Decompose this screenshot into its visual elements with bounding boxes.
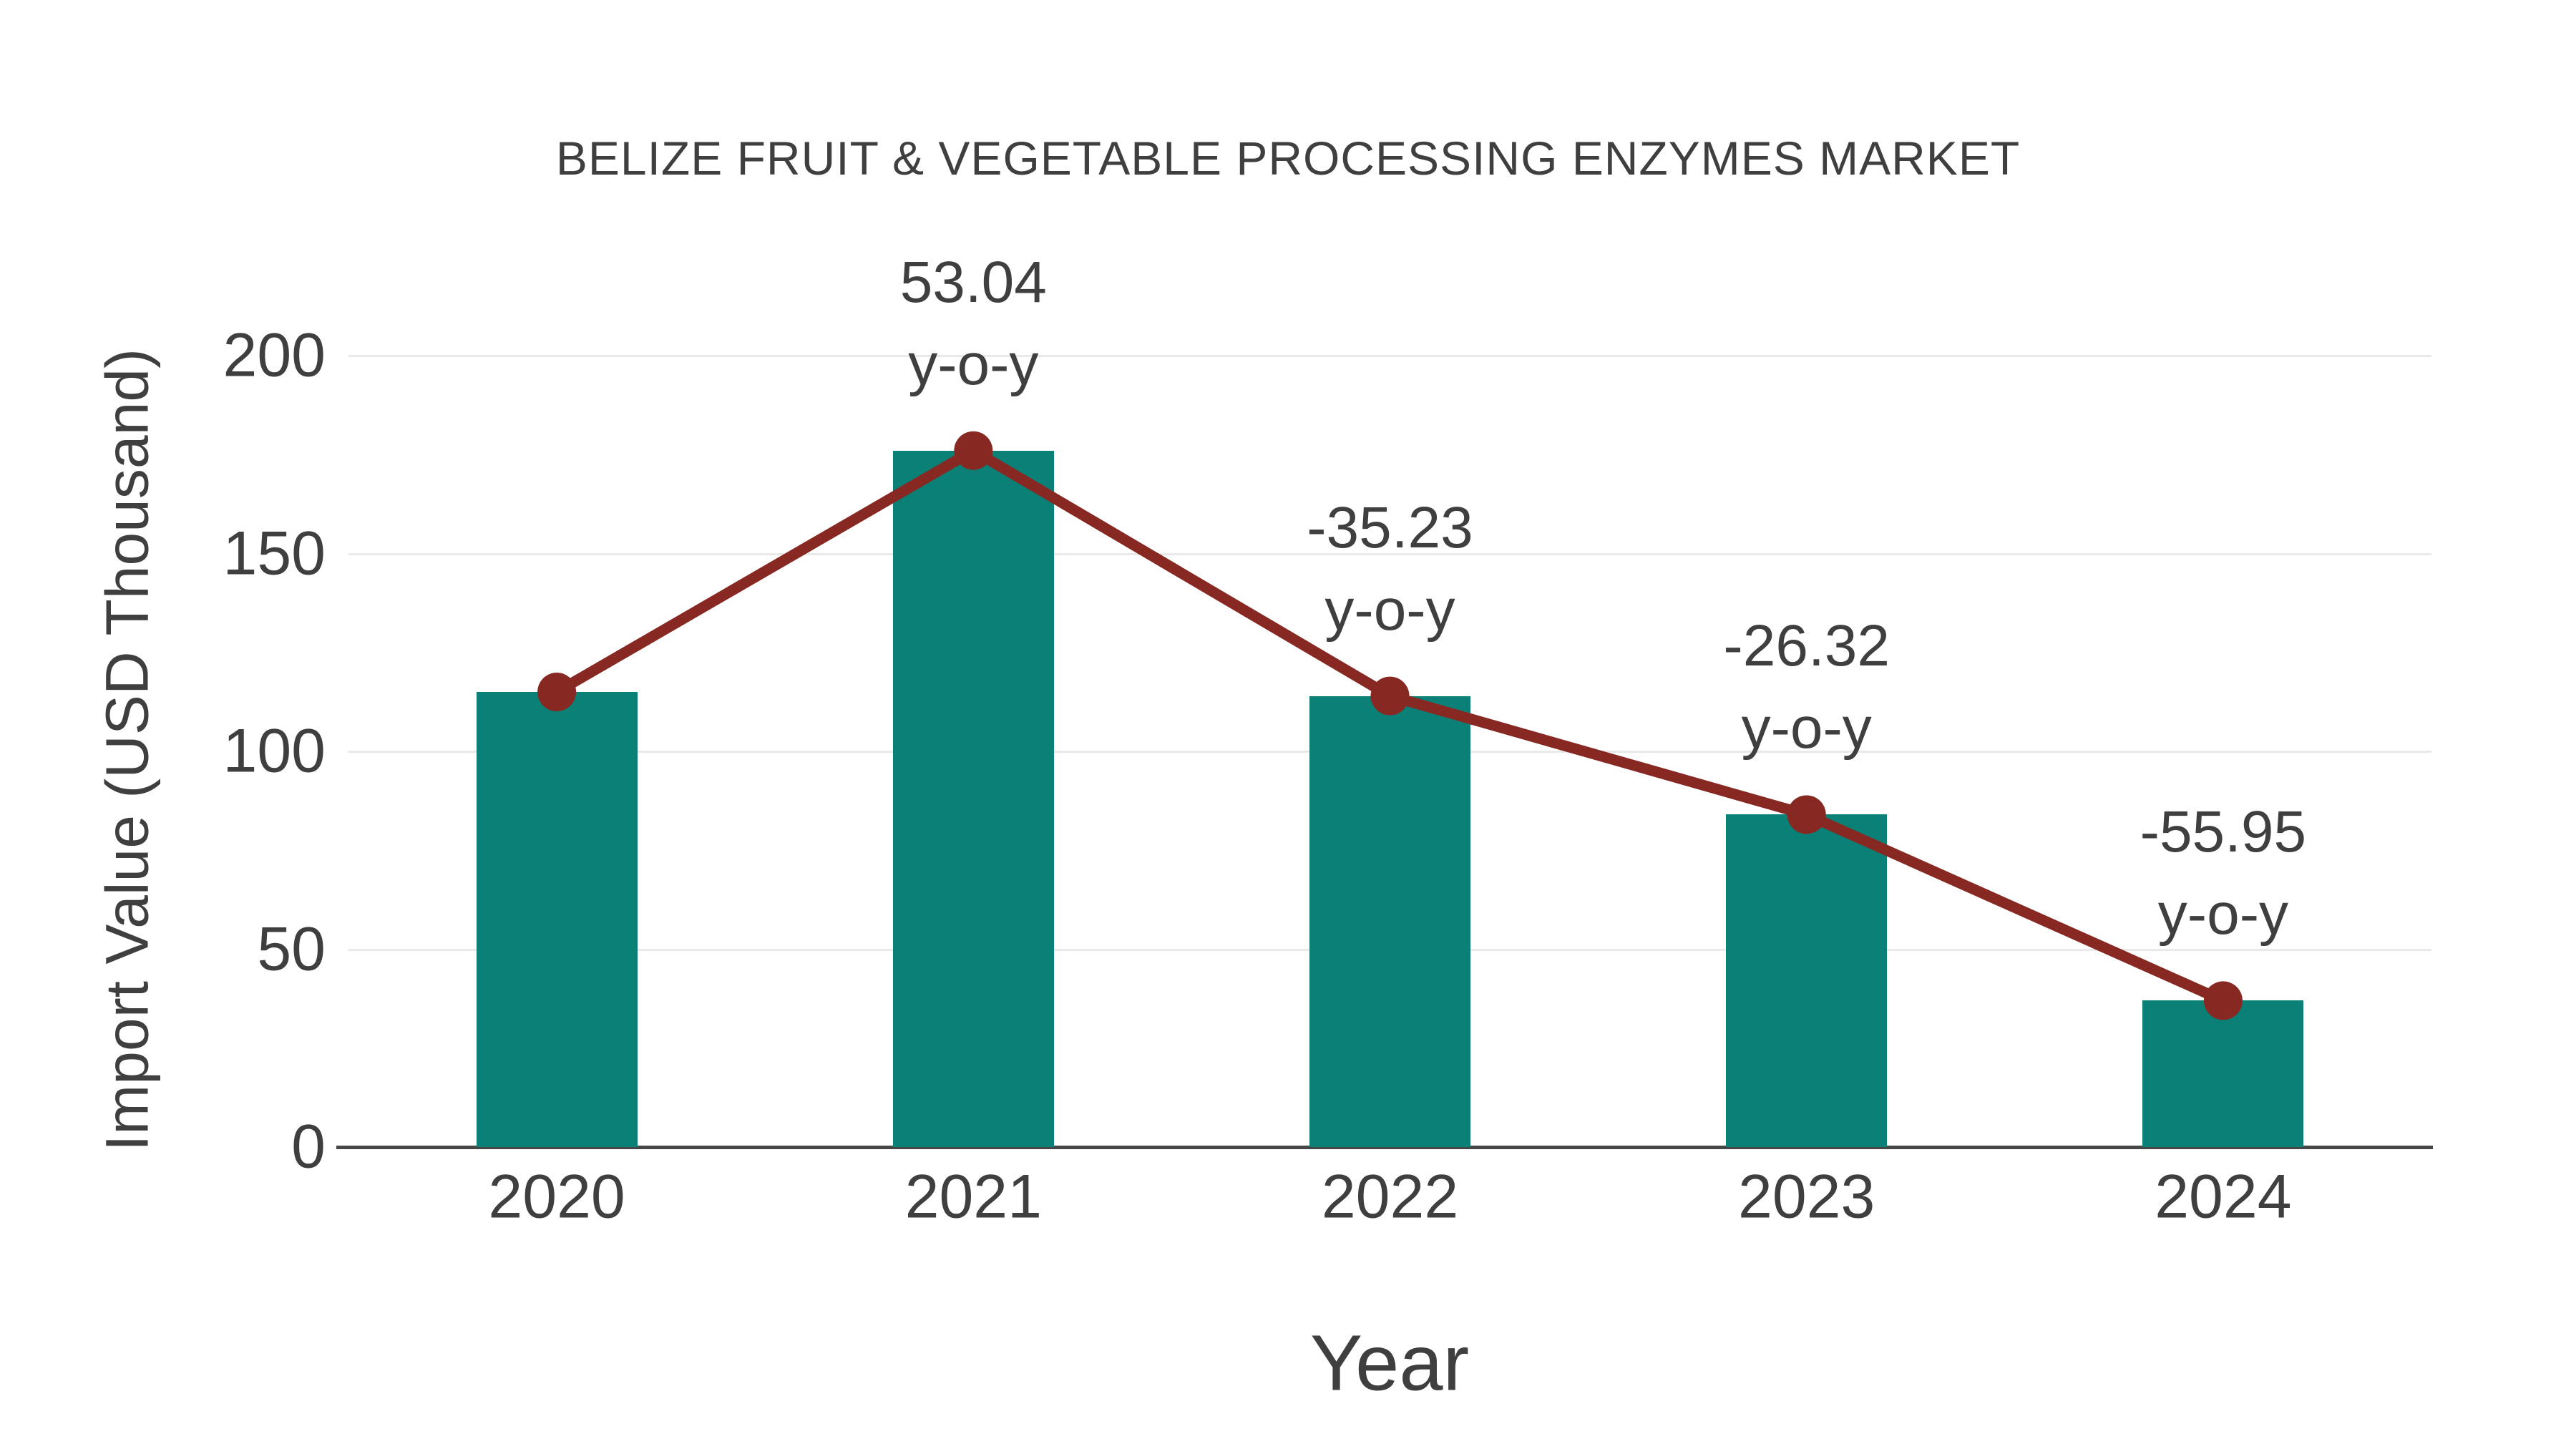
annotation-value-2023: -26.32 [1723,613,1890,679]
data-point-2022[interactable] [1370,676,1410,716]
data-point-2024[interactable] [2203,981,2243,1020]
chart-title: BELIZE FRUIT & VEGETABLE PROCESSING ENZY… [555,132,2021,185]
x-axis-title: Year [1309,1319,1470,1407]
data-point-2023[interactable] [1787,795,1826,834]
x-tick-label-2022: 2022 [1321,1162,1459,1231]
data-point-2021[interactable] [954,431,993,470]
y-tick-label-200: 200 [223,321,326,390]
annotation-value-2024: -55.95 [2140,799,2307,865]
x-tick-label-2024: 2024 [2155,1162,2292,1231]
y-tick-label-100: 100 [223,716,326,786]
bar-2020[interactable] [476,692,638,1147]
y-tick-label-50: 50 [257,914,326,983]
annotation-value-2021: 53.04 [899,249,1047,315]
x-tick-label-2021: 2021 [904,1162,1042,1231]
x-tick-label-2020: 2020 [488,1162,625,1231]
x-axis-line [336,1146,2433,1149]
x-tick-label-2023: 2023 [1738,1162,1875,1231]
annotation-sub-2024: y-o-y [2157,882,2288,947]
y-tick-label-150: 150 [223,519,326,587]
y-tick-label-0: 0 [291,1112,326,1181]
annotation-sub-2022: y-o-y [1324,577,1455,643]
bar-2021[interactable] [892,450,1054,1147]
annotation-value-2022: -35.23 [1307,494,1473,560]
annotation-sub-2023: y-o-y [1741,696,1872,761]
data-point-2020[interactable] [537,673,577,712]
annotation-sub-2021: y-o-y [908,331,1039,397]
gridline-y-200 [348,355,2431,357]
bar-2022[interactable] [1309,696,1470,1147]
gridline-y-150 [348,552,2431,555]
bar-2023[interactable] [1726,814,1888,1147]
bar-2024[interactable] [2142,1000,2304,1147]
